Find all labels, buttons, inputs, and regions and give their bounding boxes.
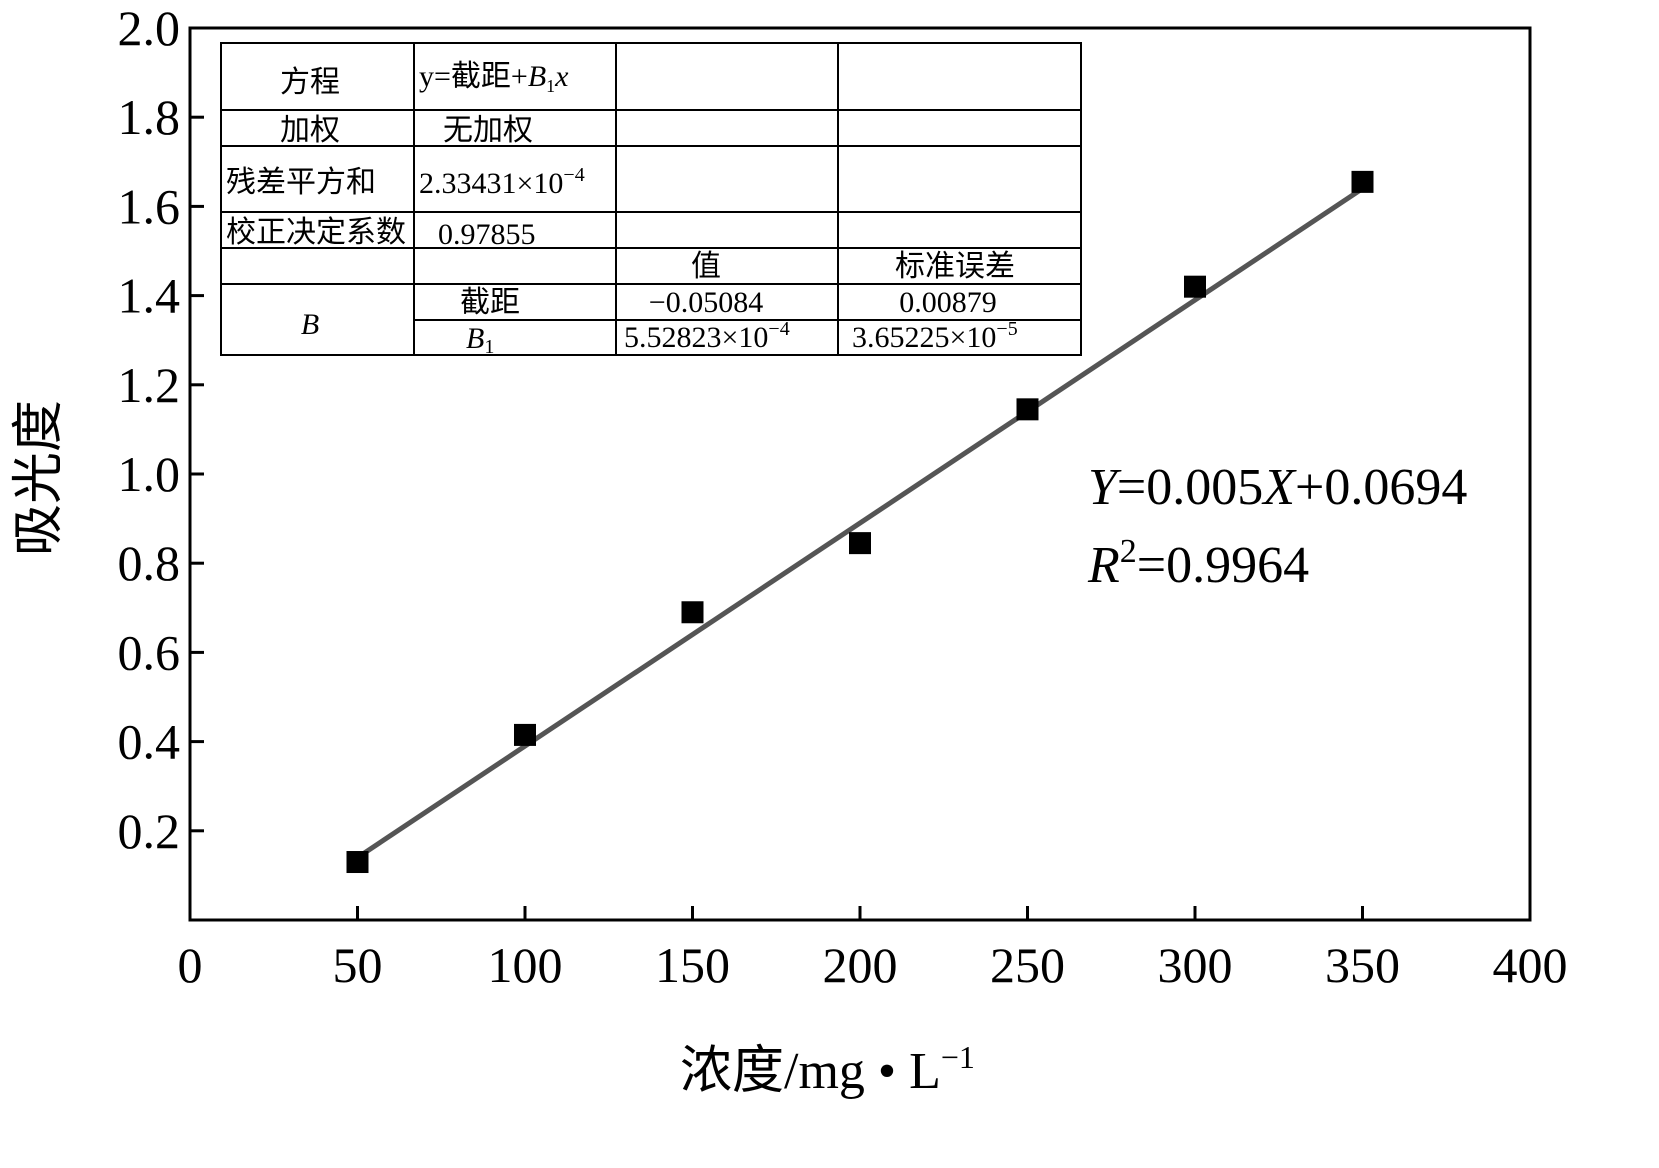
x-axis-title: 浓度/mg • L−1 — [680, 1039, 975, 1100]
x-axis-title-text: 浓度/mg • L — [680, 1043, 941, 1100]
table-r6-value: −0.05084 — [649, 286, 763, 319]
fit-table: 方程 y=截距+B1x 加权 无加权 残差平方和 2.33431×10−4 校正… — [220, 42, 1082, 358]
y-tick-label: 2.0 — [118, 0, 181, 56]
data-point — [1351, 170, 1374, 193]
table-r2-label: 加权 — [280, 114, 340, 147]
data-point — [346, 851, 369, 874]
table-r6-name: 截距 — [460, 286, 520, 319]
table-r7-value-text: 5.52823×10 — [624, 321, 768, 354]
table-r7-b: B — [466, 322, 484, 355]
table-r7-sub: 1 — [484, 336, 494, 358]
y-tick-label: 0.2 — [118, 803, 181, 859]
table-r1-b: B — [528, 60, 546, 93]
y-axis-title: 吸光度 — [11, 400, 68, 556]
eq-y-var: Y — [1088, 459, 1122, 516]
r-squared: R2=0.9964 — [1087, 533, 1309, 594]
table-r3-label: 残差平方和 — [226, 166, 376, 199]
table-r1-label: 方程 — [280, 66, 340, 99]
x-tick-label: 100 — [488, 937, 563, 993]
table-r7-error-text: 3.65225×10 — [852, 321, 996, 354]
table-r7-value: 5.52823×10−4 — [624, 318, 790, 354]
y-tick-label: 0.8 — [118, 535, 181, 591]
data-point — [681, 601, 704, 624]
y-tick-label: 1.6 — [118, 178, 181, 234]
x-tick-label: 400 — [1493, 937, 1568, 993]
table-col-value: 值 — [691, 250, 721, 283]
x-tick-label: 150 — [655, 937, 730, 993]
y-tick-label: 0.6 — [118, 624, 181, 680]
ticks — [188, 26, 1532, 920]
table-r7-error: 3.65225×10−5 — [852, 318, 1018, 354]
y-tick-label: 1.8 — [118, 89, 181, 145]
fit-equation: Y=0.005X+0.0694 — [1088, 459, 1467, 516]
x-tick-label: 350 — [1325, 937, 1400, 993]
table-r3-value-text: 2.33431×10 — [419, 167, 563, 200]
table-r2-value: 无加权 — [443, 114, 533, 147]
x-tick-label: 200 — [823, 937, 898, 993]
table-r1-x: x — [554, 60, 569, 93]
x-tick-label: 300 — [1158, 937, 1233, 993]
eq-part2: +0.0694 — [1295, 459, 1467, 516]
table-r3-sup: −4 — [563, 164, 584, 186]
eq-part1: =0.005 — [1117, 459, 1263, 516]
data-point — [1016, 398, 1039, 421]
table-r6-error: 0.00879 — [899, 286, 997, 319]
tick-labels: 0 50 100 150 200 250 300 350 400 0.2 0.4 0.6 0.8 1.0 1… — [118, 0, 1568, 993]
x-axis-title-sup: −1 — [941, 1039, 975, 1075]
table-r1-value-text: y=截距+ — [419, 60, 528, 93]
data-points — [346, 170, 1374, 874]
table-r3-value: 2.33431×10−4 — [419, 164, 585, 200]
y-tick-label: 1.4 — [118, 268, 181, 324]
data-point — [514, 723, 536, 746]
table-r7-error-sup: −5 — [996, 318, 1017, 340]
r-sup: 2 — [1120, 533, 1137, 570]
y-tick-label: 0.4 — [118, 714, 181, 770]
table-r7-value-sup: −4 — [768, 318, 789, 340]
r-var: R — [1087, 537, 1120, 594]
x-tick-label: 50 — [333, 937, 383, 993]
table-col-std-error: 标准误差 — [895, 250, 1015, 283]
eq-x-var: X — [1261, 459, 1297, 516]
y-tick-label: 1.0 — [118, 446, 181, 502]
table-r1-sub: 1 — [546, 76, 555, 96]
data-point — [849, 532, 871, 555]
y-tick-label: 1.2 — [118, 357, 181, 413]
x-tick-label: 250 — [990, 937, 1065, 993]
table-r1-value: y=截距+B1x — [419, 60, 569, 96]
r-val: =0.9964 — [1137, 537, 1309, 594]
fit-line — [356, 186, 1364, 860]
x-tick-label: 0 — [178, 937, 203, 993]
data-point — [1184, 275, 1206, 298]
table-r6-label: B — [301, 308, 319, 341]
table-r4-value: 0.97855 — [438, 218, 536, 251]
table-r7-name: B1 — [466, 322, 494, 358]
table-r4-label: 校正决定系数 — [226, 216, 406, 249]
